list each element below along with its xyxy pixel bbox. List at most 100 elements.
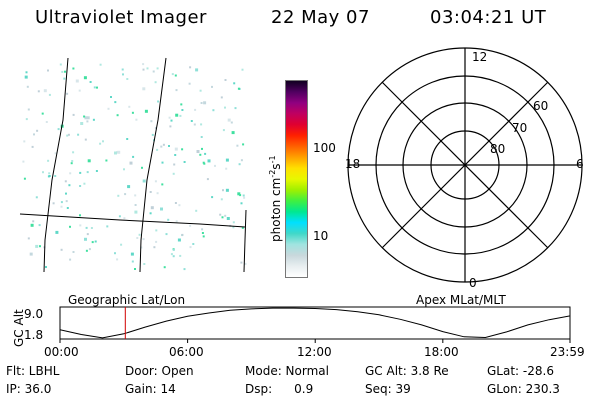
glon-info: GLon: 230.3 bbox=[487, 382, 560, 396]
image-pixel bbox=[175, 220, 178, 223]
lat-label-80: 80 bbox=[490, 142, 505, 156]
image-pixel bbox=[72, 67, 75, 70]
image-pixel bbox=[244, 262, 247, 265]
image-pixel bbox=[86, 116, 90, 120]
image-pixel bbox=[200, 136, 203, 138]
mode-info: Mode: Normal bbox=[245, 364, 329, 378]
image-pixel bbox=[157, 100, 160, 103]
image-pixel bbox=[199, 153, 202, 156]
image-pixel bbox=[238, 163, 241, 166]
image-pixel bbox=[152, 70, 155, 73]
image-pixel bbox=[117, 150, 121, 154]
image-pixel bbox=[204, 152, 207, 155]
image-pixel bbox=[168, 145, 170, 147]
image-pixel bbox=[150, 206, 154, 210]
image-pixel bbox=[106, 225, 109, 228]
image-pixel bbox=[174, 74, 177, 77]
image-pixel bbox=[33, 133, 35, 136]
image-pixel bbox=[193, 123, 196, 126]
image-pixel bbox=[174, 147, 178, 151]
image-pixel bbox=[48, 172, 51, 175]
image-pixel bbox=[84, 138, 87, 141]
image-pixel bbox=[126, 78, 129, 80]
colorbar-tick-100: 100 bbox=[313, 141, 336, 155]
image-pixel bbox=[42, 171, 44, 174]
image-pixel bbox=[48, 93, 51, 96]
image-pixel bbox=[201, 147, 203, 150]
image-pixel bbox=[178, 204, 181, 207]
image-pixel bbox=[43, 89, 47, 93]
image-pixel bbox=[212, 109, 215, 112]
image-pixel bbox=[189, 66, 192, 69]
image-pixel bbox=[224, 214, 227, 217]
image-pixel bbox=[180, 103, 183, 106]
image-pixel bbox=[224, 79, 227, 81]
image-pixel bbox=[195, 68, 199, 72]
image-pixel bbox=[37, 90, 40, 93]
image-pixel bbox=[135, 118, 138, 121]
image-pixel bbox=[172, 248, 175, 251]
image-pixel bbox=[199, 89, 202, 92]
image-pixel bbox=[160, 207, 163, 211]
image-pixel bbox=[120, 243, 123, 246]
instrument-title: Ultraviolet Imager bbox=[35, 7, 207, 28]
image-pixel bbox=[242, 143, 245, 146]
image-pixel bbox=[151, 133, 154, 136]
image-pixel bbox=[26, 85, 29, 88]
longitude-line bbox=[139, 57, 167, 273]
image-pixel bbox=[161, 161, 164, 164]
mlt-label-12: 12 bbox=[472, 50, 487, 64]
image-pixel bbox=[79, 214, 81, 217]
image-pixel bbox=[172, 172, 175, 175]
image-pixel bbox=[38, 224, 41, 227]
image-pixel bbox=[64, 70, 66, 73]
image-pixel bbox=[66, 134, 69, 137]
image-pixel bbox=[237, 192, 241, 196]
image-pixel bbox=[22, 160, 25, 163]
image-pixel bbox=[174, 154, 177, 156]
image-pixel bbox=[60, 205, 63, 208]
image-pixel bbox=[123, 168, 125, 171]
image-pixel bbox=[220, 96, 223, 99]
timeline-y-tick-9: 9.0 bbox=[24, 307, 44, 321]
image-pixel bbox=[232, 221, 235, 224]
image-pixel bbox=[131, 260, 134, 263]
image-pixel bbox=[240, 202, 243, 205]
image-pixel bbox=[92, 118, 95, 121]
glat-info: GLat: -28.6 bbox=[487, 364, 554, 378]
image-pixel bbox=[134, 204, 137, 206]
image-pixel bbox=[75, 79, 79, 83]
image-pixel bbox=[83, 76, 87, 80]
image-pixel bbox=[68, 184, 71, 187]
image-pixel bbox=[189, 246, 192, 249]
image-pixel bbox=[72, 113, 75, 116]
filter-info: Flt: LBHL bbox=[6, 364, 60, 378]
colorbar bbox=[285, 80, 308, 278]
image-pixel bbox=[47, 175, 50, 178]
time-label: 03:04:21 UT bbox=[430, 7, 547, 28]
image-pixel bbox=[175, 89, 178, 92]
lat-label-60: 60 bbox=[533, 99, 548, 113]
image-pixel bbox=[179, 114, 182, 117]
image-pixel bbox=[160, 145, 163, 148]
image-pixel bbox=[196, 150, 200, 153]
timeline-right-caption: Apex MLat/MLT bbox=[416, 293, 506, 307]
image-pixel bbox=[155, 229, 158, 232]
image-pixel bbox=[240, 159, 243, 162]
image-pixel bbox=[57, 128, 60, 131]
gain-info: Gain: 14 bbox=[125, 382, 176, 396]
image-pixel bbox=[190, 120, 193, 122]
image-pixel bbox=[32, 220, 35, 223]
image-pixel bbox=[129, 161, 133, 165]
image-pixel bbox=[174, 202, 177, 204]
x-tick-0000: 00:00 bbox=[44, 345, 79, 359]
image-pixel bbox=[61, 70, 64, 73]
longitude-line bbox=[243, 209, 247, 273]
image-pixel bbox=[66, 92, 69, 95]
image-pixel bbox=[211, 85, 213, 88]
image-pixel bbox=[183, 161, 186, 163]
longitude-line bbox=[43, 57, 69, 273]
image-pixel bbox=[69, 258, 72, 261]
